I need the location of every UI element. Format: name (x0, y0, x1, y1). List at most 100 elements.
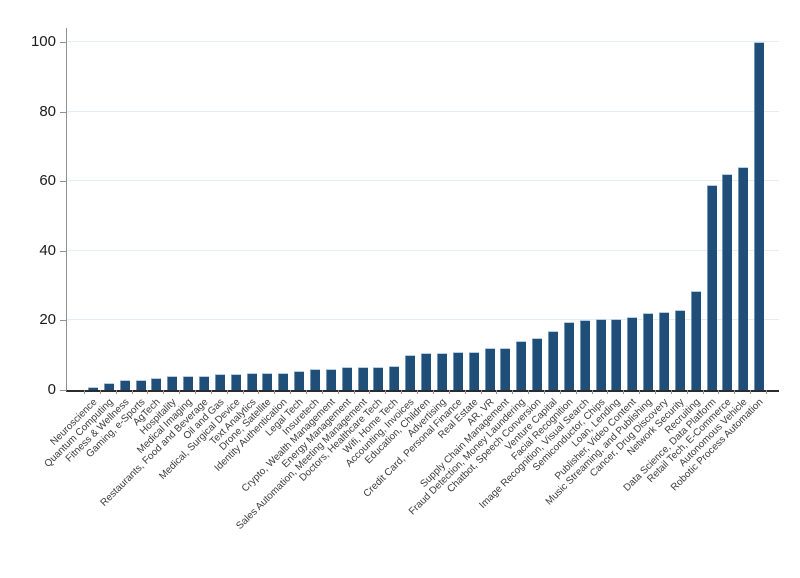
y-axis-tick-label: 100 (30, 33, 56, 50)
x-axis-tick-mark (290, 390, 292, 394)
gridline-y-100 (67, 41, 779, 42)
bar-4 (135, 379, 146, 390)
y-axis-tick-mark (60, 111, 66, 113)
x-axis-tick-mark (623, 390, 625, 394)
y-axis-tick-label: 20 (39, 311, 56, 329)
bar-41 (722, 174, 733, 390)
y-axis-tick-mark (60, 181, 66, 183)
x-axis-tick-mark (385, 390, 387, 394)
x-axis-tick-mark (543, 390, 545, 394)
x-axis-tick-mark (496, 390, 498, 394)
x-axis-tick-mark (163, 390, 165, 394)
x-axis-tick-mark (369, 390, 371, 394)
bar-30 (547, 330, 558, 390)
bar-11 (246, 372, 257, 390)
x-axis-tick-mark (321, 390, 323, 394)
bar-34 (611, 318, 622, 390)
x-axis-tick-mark (84, 390, 85, 394)
bar-13 (278, 372, 289, 390)
bar-28 (516, 341, 527, 390)
bar-42 (738, 167, 749, 390)
bar-5 (151, 377, 162, 390)
x-axis-tick-mark (258, 390, 260, 394)
bar-18 (357, 367, 368, 390)
bar-9 (214, 374, 225, 390)
x-axis-tick-mark (591, 390, 593, 394)
x-axis-tick-mark (242, 390, 244, 394)
bar-20 (389, 365, 400, 390)
bar-21 (405, 355, 416, 390)
x-axis-tick-mark (718, 390, 720, 394)
y-axis-tick-label: 40 (39, 241, 56, 259)
y-axis-tick-mark (60, 42, 66, 43)
bar-8 (199, 376, 210, 390)
x-axis-tick-mark (528, 390, 530, 394)
y-axis-tick-label: 80 (39, 102, 56, 120)
gridline-y-60 (67, 180, 779, 182)
x-axis-tick-mark (702, 390, 704, 394)
x-axis-tick-mark (99, 390, 101, 394)
bar-16 (325, 369, 336, 390)
bar-43 (754, 42, 765, 390)
bar-1 (88, 386, 98, 390)
bar-17 (341, 367, 352, 390)
bar-27 (500, 348, 511, 390)
bar-36 (643, 313, 654, 390)
x-axis-tick-mark (670, 390, 672, 394)
bar-19 (373, 367, 384, 390)
x-axis-tick-mark (195, 390, 197, 394)
bar-38 (674, 309, 685, 390)
bar-33 (595, 318, 606, 390)
x-axis-tick-mark (131, 390, 133, 394)
gridline-y-80 (67, 110, 779, 112)
bar-24 (452, 351, 463, 390)
gridline-y-40 (67, 249, 779, 251)
bar-39 (690, 290, 701, 390)
x-axis-tick-mark (147, 390, 149, 394)
bar-26 (484, 348, 495, 390)
y-axis-tick-label: 0 (47, 381, 56, 398)
bar-3 (119, 379, 130, 390)
x-axis-tick-mark (464, 390, 466, 394)
bar-32 (579, 320, 590, 390)
x-axis-tick-mark (115, 390, 117, 394)
x-axis-tick-mark (179, 390, 181, 394)
bar-40 (706, 184, 717, 390)
x-axis-tick-mark (417, 390, 419, 394)
x-axis-tick-mark (559, 390, 561, 394)
bar-23 (436, 353, 447, 390)
x-axis-tick-mark (401, 390, 403, 394)
x-axis-tick-mark (448, 390, 450, 394)
bar-35 (627, 316, 638, 390)
bar-14 (294, 370, 305, 390)
x-axis-tick-mark (306, 390, 308, 394)
x-axis-tick-mark (274, 390, 276, 394)
plot-area (66, 28, 779, 392)
x-axis-tick-mark (337, 390, 339, 394)
x-axis-tick-mark (607, 390, 609, 394)
bar-2 (103, 383, 114, 390)
bar-22 (421, 353, 432, 390)
x-axis-tick-mark (353, 390, 355, 394)
x-axis-tick-mark (765, 390, 767, 394)
x-axis-tick-mark (480, 390, 482, 394)
x-axis-tick-mark (210, 390, 212, 394)
y-axis-tick-mark (60, 390, 66, 391)
x-axis-tick-mark (654, 390, 656, 394)
x-axis-tick-mark (639, 390, 641, 394)
x-axis-tick-mark (432, 390, 434, 394)
y-axis-tick-mark (60, 320, 66, 322)
gridline-y-20 (67, 319, 779, 321)
bar-12 (262, 372, 273, 390)
bar-37 (658, 311, 669, 390)
bar-10 (230, 374, 241, 390)
x-axis-tick-mark (575, 390, 577, 394)
x-axis-tick-mark (686, 390, 688, 394)
y-axis-tick-label: 60 (39, 172, 56, 190)
x-axis-tick-mark (734, 390, 736, 394)
bar-29 (532, 337, 543, 390)
bar-15 (310, 369, 321, 390)
x-axis-tick-mark (512, 390, 514, 394)
x-axis-tick-mark (750, 390, 752, 394)
